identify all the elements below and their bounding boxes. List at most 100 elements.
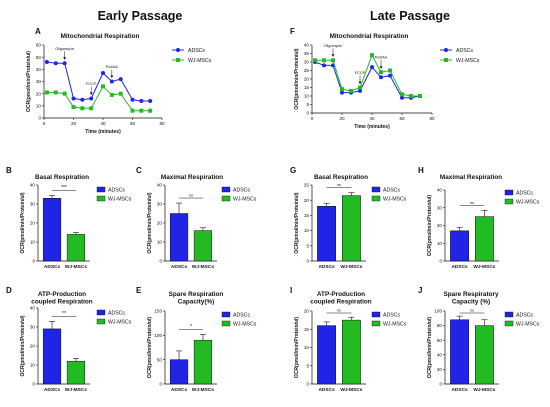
injection-arrowhead [89, 92, 93, 96]
y-tick-label: 50 [36, 55, 42, 60]
y-tick-label: 20 [30, 221, 36, 226]
y-tick-label: 0 [439, 259, 442, 264]
y-tick-label: 100 [154, 333, 162, 338]
y-axis-label: OCR(pmol/min/Protein/ul) [26, 51, 32, 112]
y-tick-label: 20 [30, 344, 36, 349]
panel-title: Mitochondrial Respiration [330, 33, 409, 40]
data-point [370, 53, 374, 58]
legend-marker [444, 58, 448, 62]
legend-swatch [96, 318, 106, 325]
data-point [313, 58, 317, 63]
injection-label: Rot/AA [106, 65, 118, 69]
y-tick-label: 20 [437, 223, 443, 228]
x-tick-label: 40 [100, 121, 106, 126]
legend-entry: ADSCs [188, 48, 205, 54]
y-tick-label: 40 [437, 188, 443, 193]
y-tick-label: 30 [157, 202, 163, 207]
data-point [44, 60, 49, 65]
panel-title: Mitochondrial Respiration [61, 33, 140, 40]
y-tick-label: 5 [306, 243, 309, 248]
x-tick-label: 20 [339, 116, 345, 121]
y-tick-label: 60 [36, 43, 42, 48]
bar [341, 195, 361, 262]
data-point [418, 94, 422, 98]
bar [193, 339, 213, 385]
data-point [358, 88, 362, 93]
legend-swatch [371, 186, 381, 193]
legend-swatch [96, 309, 106, 316]
y-tick-label: 0 [306, 382, 309, 387]
y-tick-label: 50 [157, 357, 163, 362]
legend-entry: WJ-MSCs [516, 200, 540, 206]
y-tick-label: 0 [159, 382, 162, 387]
legend-entry: ADSCs [516, 191, 533, 197]
panel-title: Maximal Respiration [440, 174, 502, 181]
category-label: WJ-MSCs [65, 387, 87, 393]
data-point [388, 73, 392, 78]
y-tick-label: 25 [304, 68, 310, 73]
data-point [379, 70, 383, 75]
y-axis-label: OCR(pmol/min/Protein/ul) [427, 195, 433, 256]
legend-entry: WJ-MSCs [233, 197, 257, 203]
panel-title: Basal Respiration [35, 174, 89, 181]
category-label: WJ-MSCs [340, 387, 362, 393]
y-tick-label: 15 [304, 213, 310, 218]
significance-label: * [190, 324, 192, 330]
y-tick-label: 40 [437, 352, 443, 357]
legend-swatch [371, 320, 381, 327]
panel-b: Basal Respiration B 0 10 20 30 40 OCR(pmol/min/… [6, 166, 132, 270]
category-label: ADSCs [44, 387, 61, 393]
data-point [62, 91, 67, 96]
x-tick-label: 0 [311, 116, 314, 121]
bar [169, 359, 189, 385]
panel-h: Maximal Respiration H 0 10 20 30 40 OCR(pmol/mi… [418, 166, 540, 270]
category-label: WJ-MSCs [192, 387, 214, 393]
panel-label: I [290, 286, 292, 295]
y-tick-label: 10 [36, 103, 42, 108]
legend-swatch [504, 189, 514, 196]
y-tick-label: 10 [304, 345, 310, 350]
panel-label: J [418, 286, 422, 295]
legend-entry: ADSCs [108, 188, 125, 194]
y-axis-label: OCR(pmol/min/Protein/ul) [294, 192, 300, 253]
panel-a: Mitochondrial Respiration A 0 10 20 30 40 50 60 O… [26, 27, 212, 135]
category-label: ADSCs [451, 264, 468, 270]
legend-entry: ADSCs [383, 188, 400, 194]
data-point [400, 95, 404, 100]
panel-label: D [6, 286, 12, 295]
panel-title: Basal Respiration [314, 174, 368, 181]
y-tick-label: 30 [30, 325, 36, 330]
bar [317, 325, 337, 385]
legend-marker [444, 48, 448, 52]
significance-label: ns [337, 309, 341, 313]
legend-entry: WJ-MSCs [383, 197, 407, 203]
data-point [130, 108, 135, 113]
injection-label: FCCP [355, 71, 366, 75]
x-tick-label: 40 [369, 116, 375, 121]
injection-arrowhead [379, 66, 383, 69]
data-point [322, 58, 326, 63]
legend-swatch [96, 195, 106, 202]
data-point [148, 98, 153, 103]
legend-entry: WJ-MSCs [108, 320, 132, 326]
y-tick-label: 10 [30, 240, 36, 245]
legend-marker [176, 48, 180, 52]
data-point [109, 92, 114, 97]
data-point [331, 58, 335, 63]
significance-label: *** [61, 185, 67, 191]
panel-title: coupled Respiration [31, 299, 93, 306]
data-point [349, 88, 353, 93]
significance-label: ** [62, 311, 66, 317]
y-axis-label: OCR(pmol/min/Protein/ul) [20, 192, 26, 253]
injection-arrowhead [110, 75, 114, 78]
category-label: ADSCs [171, 387, 188, 393]
y-tick-label: 60 [437, 338, 443, 343]
panel-label: G [290, 166, 296, 175]
panel-c: Maximal Respiration C 0 10 20 30 40 OCR(pmol/mi… [136, 166, 257, 270]
legend-entry: WJ-MSCs [383, 322, 407, 328]
data-point [409, 94, 413, 98]
y-axis-label: OCR(pmol/min/Protein/ul) [147, 317, 153, 378]
series-line-wj-mscs [47, 85, 151, 112]
panel-label: H [418, 166, 424, 175]
